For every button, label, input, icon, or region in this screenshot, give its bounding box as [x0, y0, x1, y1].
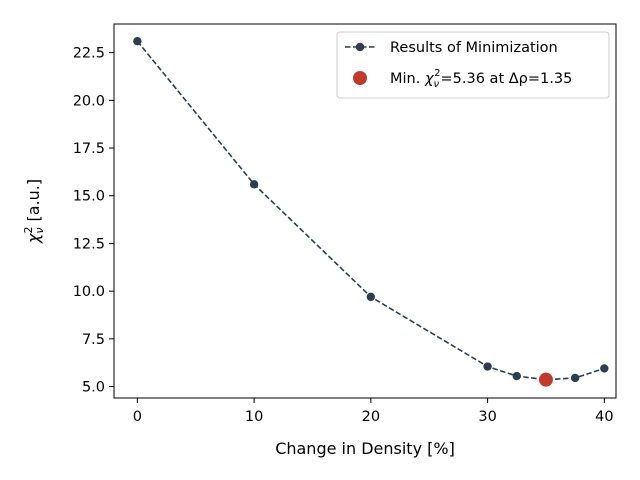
x-axis-label: Change in Density [%]	[275, 439, 455, 458]
y-axis-label-symbol: χ	[24, 233, 43, 244]
data-point-results	[249, 180, 259, 189]
y-axis-ticks: 5.0 7.5 10.0 12.5 15.0 17.5 20.0 22.5	[73, 46, 114, 396]
y-tick-label: 20.0	[73, 93, 105, 109]
y-axis-label: χν2 [a.u.]	[22, 179, 46, 244]
legend: Results of Minimization Min. χν2=5.36 at…	[336, 31, 610, 99]
plot-frame	[113, 23, 617, 399]
data-point-results	[570, 373, 580, 383]
data-point-results	[366, 292, 376, 302]
x-tick-label: 10	[245, 409, 263, 425]
legend-marker-swatch	[355, 42, 365, 52]
y-axis-label-superscript: 2	[22, 226, 35, 233]
legend-box	[336, 31, 610, 99]
legend-label-results: Results of Minimization	[390, 40, 558, 56]
legend-label-minimum: Min. χν2=5.36 at Δρ=1.35	[390, 68, 572, 90]
y-axis-label-subscript: ν	[33, 227, 46, 233]
legend-minimum-subscript: ν	[434, 79, 440, 90]
data-point-results	[133, 36, 142, 46]
y-tick-label: 12.5	[73, 236, 105, 252]
data-point-results	[483, 362, 492, 371]
y-tick-label: 7.5	[82, 332, 105, 348]
x-tick-label: 20	[362, 409, 380, 425]
y-tick-label: 15.0	[73, 189, 105, 205]
y-axis-label-units: [a.u.]	[24, 179, 43, 222]
series-layer	[133, 36, 609, 387]
y-tick-label: 5.0	[82, 380, 105, 396]
legend-minimum-symbol: χ	[424, 71, 435, 87]
legend-minimum-suffix: =5.36 at Δρ=1.35	[441, 71, 573, 87]
y-tick-label: 17.5	[73, 141, 105, 157]
data-point-minimum	[538, 372, 553, 387]
data-point-results	[512, 371, 521, 381]
legend-minimum-swatch	[353, 71, 367, 85]
x-tick-label: 0	[133, 409, 142, 425]
legend-minimum-prefix: Min.	[390, 71, 425, 87]
legend-minimum-superscript: 2	[434, 68, 440, 79]
y-tick-label: 10.0	[73, 284, 105, 300]
data-point-results	[600, 364, 609, 373]
x-tick-label: 40	[595, 409, 613, 425]
y-tick-label: 22.5	[73, 46, 105, 62]
series-line-results	[136, 40, 605, 381]
x-axis-ticks: 0 10 20 30 40	[133, 398, 614, 425]
x-tick-label: 30	[478, 409, 496, 425]
